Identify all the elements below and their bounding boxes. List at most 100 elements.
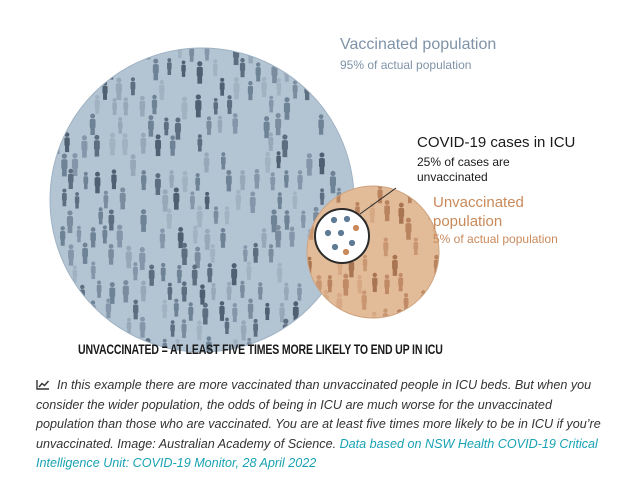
person-figure — [82, 242, 88, 264]
person-figure — [196, 205, 203, 228]
person-figure — [64, 132, 70, 153]
person-figure — [204, 48, 210, 61]
person-figure — [330, 321, 335, 339]
person-figure — [297, 170, 303, 190]
person-figure — [382, 308, 389, 318]
person-figure — [213, 206, 219, 224]
person-figure — [392, 254, 398, 276]
person-figure — [72, 265, 78, 283]
person-figure — [148, 115, 154, 137]
person-figure — [384, 200, 390, 222]
person-figure — [195, 173, 201, 191]
person-figure — [240, 280, 245, 298]
person-figure — [173, 298, 179, 317]
person-figure — [372, 272, 378, 293]
person-figure — [181, 96, 188, 120]
person-figure — [243, 245, 248, 262]
person-figure — [74, 192, 80, 209]
person-figure — [169, 135, 176, 156]
person-figure — [281, 134, 288, 158]
person-figure — [314, 62, 319, 80]
person-figure — [130, 77, 136, 96]
person-figure — [306, 153, 313, 176]
person-figure — [94, 171, 101, 194]
person-figure — [72, 301, 78, 322]
person-figure — [292, 48, 299, 66]
icu-case-dots — [324, 215, 360, 256]
person-figure — [289, 226, 295, 247]
person-figure — [173, 187, 180, 210]
person-figure — [398, 202, 405, 224]
person-figure — [116, 224, 123, 248]
person-figure — [336, 292, 343, 315]
person-figure — [109, 282, 116, 304]
person-figure — [359, 321, 365, 343]
data-source-link[interactable]: Data based on NSW Health COVID-19 Critic… — [36, 436, 598, 471]
icu-cases-subtitle: 25% of cases are unvaccinated — [417, 155, 510, 184]
person-figure — [78, 58, 85, 80]
person-figure — [441, 312, 446, 329]
person-figure — [123, 97, 129, 116]
person-figure — [122, 133, 128, 155]
person-figure — [160, 262, 166, 282]
person-figure — [308, 48, 313, 60]
person-figure — [433, 291, 439, 314]
person-figure — [276, 78, 282, 96]
person-figure — [226, 281, 232, 300]
person-figure — [254, 168, 260, 189]
person-figure — [268, 95, 274, 113]
person-figure — [162, 189, 169, 212]
person-figure — [264, 151, 271, 173]
person-figure — [112, 98, 117, 115]
person-figure — [166, 208, 172, 229]
person-figure — [122, 280, 129, 303]
person-figure — [203, 152, 210, 173]
person-figure — [169, 170, 174, 188]
person-figure — [89, 113, 96, 135]
person-figure — [276, 262, 283, 283]
person-figure — [162, 299, 168, 319]
person-figure — [139, 316, 146, 338]
person-figure — [83, 171, 89, 190]
person-figure — [97, 59, 103, 77]
icu-connector-line — [359, 187, 397, 215]
person-figure — [247, 48, 254, 64]
person-figure — [268, 244, 274, 263]
person-figure — [60, 226, 66, 246]
person-figure — [50, 114, 53, 134]
person-figure — [93, 134, 100, 157]
person-figure — [58, 48, 64, 59]
person-figure — [341, 97, 348, 119]
person-figure — [231, 263, 238, 286]
person-figure — [66, 283, 72, 306]
person-figure — [191, 264, 198, 286]
person-figure — [167, 282, 173, 300]
person-figure — [90, 227, 96, 248]
person-figure — [68, 168, 74, 190]
person-figure — [202, 302, 209, 325]
icu-dot-unvaccinated — [352, 224, 360, 232]
person-figure — [268, 132, 274, 151]
person-figure — [159, 228, 166, 249]
person-figure — [341, 320, 348, 342]
person-figure — [284, 170, 289, 188]
icu-cases-circle — [314, 208, 370, 264]
icu-dot-vaccinated — [337, 229, 345, 237]
person-figure — [141, 170, 147, 191]
person-figure — [318, 114, 324, 135]
person-figure — [61, 113, 67, 133]
person-figure — [282, 318, 289, 342]
person-figure — [210, 244, 216, 263]
person-figure — [104, 48, 110, 60]
person-figure — [50, 318, 56, 338]
person-figure — [319, 48, 326, 62]
person-figure — [109, 132, 116, 156]
person-figure — [284, 282, 289, 301]
person-figure — [255, 62, 261, 82]
person-figure — [327, 60, 334, 83]
person-figure — [220, 228, 226, 248]
person-figure — [327, 275, 333, 293]
person-figure — [271, 60, 278, 84]
person-figure — [319, 188, 325, 205]
person-figure — [119, 187, 126, 210]
